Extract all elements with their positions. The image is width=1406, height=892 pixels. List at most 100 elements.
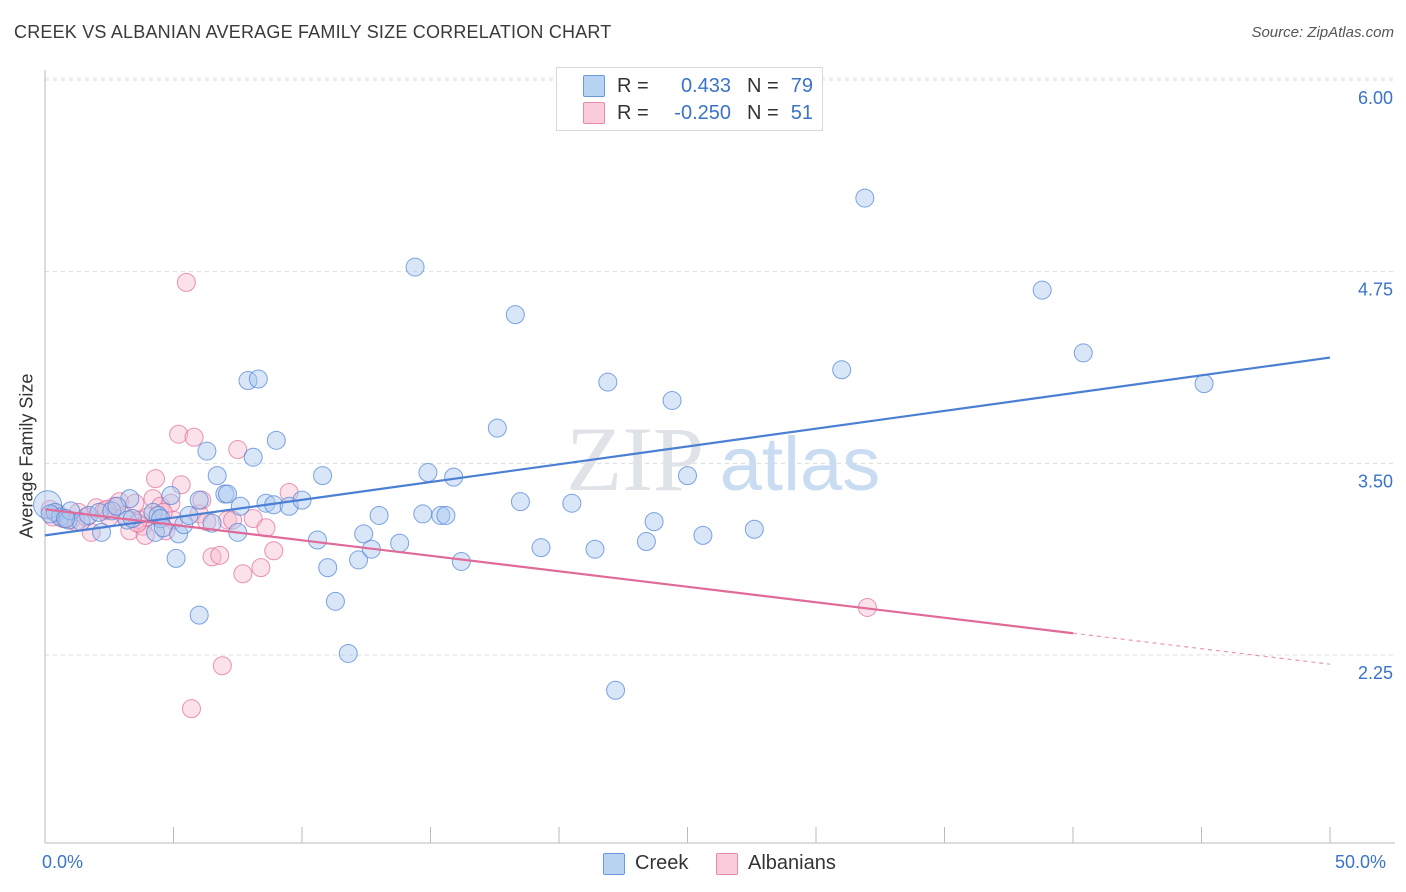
axes [44,70,1395,844]
creek-point [307,530,327,550]
legend-r-label: R = [617,101,649,124]
albanians-point [251,558,271,578]
creek-point [318,558,338,578]
albanians-point [228,440,248,460]
creek-point [832,360,852,380]
albanians-trend-line [44,508,1074,635]
creek-point [238,371,258,391]
creek-point [662,390,682,410]
creek-point [678,466,697,486]
series-legend-creek[interactable]: Creek [603,852,688,875]
creek-point [56,509,76,529]
watermark-zip: ZIP [566,408,704,510]
legend-creek-r: 0.433 [680,74,731,97]
creek-point [598,372,618,392]
albanians-trend-extrapolation [1072,632,1331,665]
creek-point [369,505,389,525]
albanians-point [184,427,204,447]
series-legend-creek-label: Creek [635,852,689,874]
creek-swatch [603,852,625,875]
creek-point [1073,343,1093,363]
creek-point [436,505,456,525]
y-tick-labels: 6.00 4.75 3.50 2.25 [1358,88,1393,683]
source-credit: Source: ZipAtlas.com [1251,24,1394,41]
albanians-point [169,424,189,444]
creek-point [405,257,425,277]
creek-point [230,496,250,516]
series-legend-albanians[interactable]: Albanians [716,852,836,875]
legend-row-creek: R = 0.433 N = 79 [583,73,813,99]
legend-n-label: N = [747,101,779,124]
creek-point [243,447,263,467]
x-tick-label-max: 50.0% [1335,852,1387,872]
creek-point [248,369,268,389]
creek-point [418,463,438,483]
creek-point [531,538,551,558]
creek-point [606,680,626,700]
creek-point [202,513,222,533]
creek-point [636,532,656,552]
y-tick-label: 6.00 [1358,88,1393,108]
creek-point [338,643,358,663]
creek-point [1194,374,1214,394]
albanians-swatch [716,852,738,875]
albanians-point [256,518,276,538]
y-axis-label: Average Family Size [16,373,37,539]
chart-title: CREEK VS ALBANIAN AVERAGE FAMILY SIZE CO… [14,22,612,42]
creek-point [505,305,525,325]
albanians-point [181,699,201,719]
creek-point [325,591,345,611]
creek-point [161,486,181,506]
legend-row-albanians: R = -0.250 N = 51 [583,100,813,126]
albanians-point [202,547,222,567]
creek-point [349,550,369,570]
creek-trend-line [44,356,1331,537]
creek-point [107,496,127,516]
legend-albanians-r: -0.250 [674,101,731,124]
albanians-point [212,656,232,676]
stats-legend: R = 0.433 N = 79 R = -0.250 N = 51 [556,67,823,131]
albanians-swatch [583,102,605,124]
legend-creek-n: 79 [790,74,813,97]
creek-point [266,430,286,450]
creek-point [855,188,875,208]
trend-lines [44,356,1331,665]
creek-swatch [583,75,605,97]
watermark: ZIP atlas [566,408,880,510]
creek-point [313,466,333,486]
y-tick-label: 3.50 [1358,471,1393,491]
creek-point [644,512,664,532]
creek-point [693,525,713,545]
watermark-atlas: atlas [720,422,881,507]
creek-point [413,504,433,524]
legend-n-label: N = [747,74,779,97]
creek-point [207,466,227,486]
creek-point [189,605,209,625]
y-tick-label: 4.75 [1358,280,1393,300]
creek-point [390,533,410,553]
creek-point [487,418,507,438]
creek-point [166,548,186,568]
creek-point [33,490,63,520]
legend-albanians-n: 51 [790,101,813,124]
albanians-point [176,272,196,292]
albanians-point [135,525,155,545]
albanians-point [264,541,284,561]
creek-point [510,492,530,512]
creek-point [744,519,764,539]
creek-point [451,551,471,571]
x-tick-label-min: 0.0% [42,852,84,872]
albanians-point [233,564,253,584]
series-legend-albanians-label: Albanians [748,852,836,874]
albanians-point [146,469,166,489]
albanians-point [156,521,176,541]
creek-point [585,539,605,559]
creek-point [562,493,582,513]
creek-point [354,524,374,544]
series-legend: Creek Albanians [0,852,1406,878]
y-tick-label: 2.25 [1358,663,1393,683]
creek-point [189,490,209,510]
albanians-point [243,509,263,529]
creek-point [431,505,451,525]
